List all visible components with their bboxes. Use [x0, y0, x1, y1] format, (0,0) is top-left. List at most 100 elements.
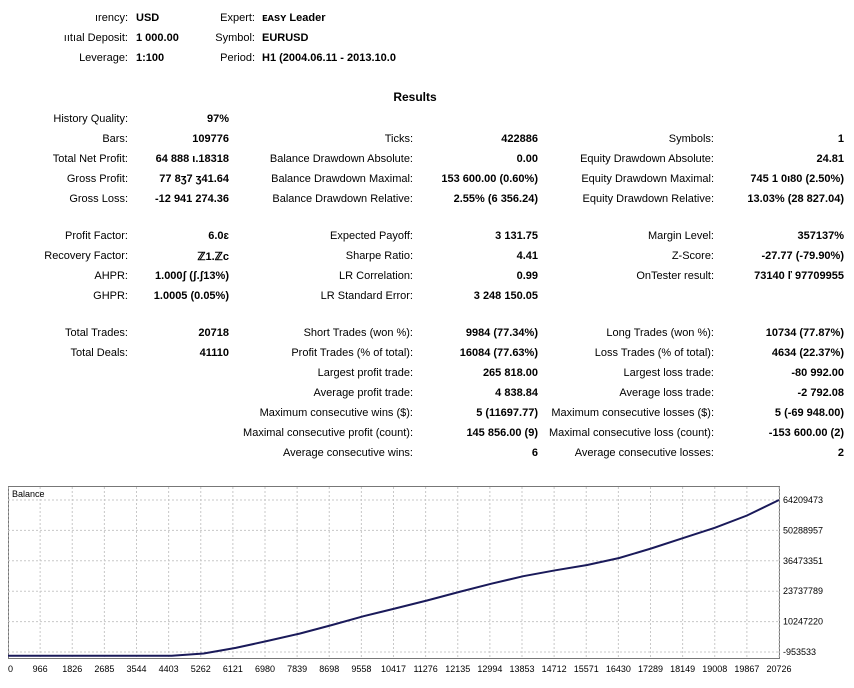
stat-value: -2 792.08 [797, 387, 844, 399]
x-tick-label: 6980 [255, 664, 275, 674]
results-table: History Quality: 97% Bars: 109776 Total … [0, 110, 854, 460]
stat-value: 422886 [501, 133, 538, 145]
symbol-value: EURUSD [262, 32, 309, 44]
x-tick-label: 6121 [223, 664, 243, 674]
balance-chart-svg: Balance 64209473 50288957 36473351 23737789… [7, 486, 823, 674]
y-tick-label: 64209473 [783, 495, 823, 505]
stat-label: Largest profit trade: [317, 367, 413, 379]
stat-value: -27.77 (-79.90%) [761, 250, 844, 262]
stat-label: Short Trades (won %): [303, 327, 413, 339]
stat-label: Sharpe Ratio: [345, 250, 413, 262]
stat-value: 265 818.00 [482, 367, 538, 379]
stat-value: 64 888 ι.18318 [155, 153, 229, 165]
currency-value: USD [136, 12, 160, 24]
x-tick-label: 10417 [381, 664, 406, 674]
period-value: H1 (2004.06.11 - 2013.10.0 [262, 52, 396, 64]
x-tick-label: 20726 [766, 664, 791, 674]
stat-value: 20718 [198, 327, 229, 339]
x-tick-label: 7839 [287, 664, 307, 674]
stat-label: Maximal consecutive loss (count): [548, 427, 714, 439]
x-tick-label: 19867 [734, 664, 759, 674]
x-axis-ticks: 0 966 1826 2685 3544 4403 5262 6121 6980 7839 8698… [8, 664, 792, 674]
stat-value: 745 1 0ı80 (2.50%) [750, 173, 844, 185]
x-tick-label: 18149 [670, 664, 695, 674]
x-tick-label: 2685 [94, 664, 114, 674]
y-tick-label: 36473351 [783, 556, 823, 566]
stat-label: Largest loss trade: [623, 367, 715, 379]
balance-series-line [8, 499, 780, 657]
stat-label: Average consecutive losses: [574, 447, 714, 459]
stat-value: 3 131.75 [495, 230, 538, 242]
stat-label: Equity Drawdown Relative: [582, 193, 714, 205]
x-tick-label: 16430 [606, 664, 631, 674]
stat-label: Balance Drawdown Absolute: [269, 153, 413, 165]
stat-label: Equity Drawdown Maximal: [581, 173, 714, 185]
stat-label: Equity Drawdown Absolute: [580, 153, 714, 165]
stat-label: Profit Trades (% of total): [291, 347, 413, 359]
y-tick-label: -953533 [783, 647, 816, 657]
stat-label: AHPR: [94, 270, 128, 282]
x-tick-label: 12135 [445, 664, 470, 674]
stat-label: Total Trades: [65, 327, 128, 339]
deposit-value: 1 000.00 [136, 32, 179, 44]
stat-value: 2 [837, 447, 844, 459]
stat-label: GHPR: [93, 290, 128, 302]
stat-label: Average consecutive wins: [282, 447, 413, 459]
stat-label: Gross Loss: [69, 193, 128, 205]
x-tick-label: 19008 [702, 664, 727, 674]
stat-value: 109776 [192, 133, 229, 145]
stat-value: 13.03% (28 827.04) [747, 193, 844, 205]
stat-value: 9984 (77.34%) [465, 327, 538, 339]
stat-label: Maximal consecutive profit (count): [243, 427, 413, 439]
grid [7, 487, 780, 658]
symbol-label: Symbol: [215, 32, 255, 44]
stat-label: Margin Level: [647, 230, 714, 242]
stat-value: 153 600.00 (0.60%) [441, 173, 538, 185]
stat-label: Maximum consecutive wins ($): [259, 407, 413, 419]
stat-value: 97% [206, 113, 229, 125]
stat-value: -80 992.00 [791, 367, 844, 379]
stat-label: OnTester result: [636, 270, 714, 282]
stat-label: Symbols: [668, 133, 714, 145]
x-tick-label: 4403 [159, 664, 179, 674]
x-tick-label: 8698 [319, 664, 339, 674]
stat-value: 16084 (77.63%) [459, 347, 538, 359]
results-title: Results [393, 90, 437, 104]
chart-title: Balance [12, 489, 45, 499]
stat-label: LR Correlation: [339, 270, 413, 282]
stat-label: Maximum consecutive losses ($): [551, 407, 714, 419]
stat-value: -153 600.00 (2) [768, 427, 844, 439]
stat-label: Total Net Profit: [52, 153, 128, 165]
stat-value: 3 248 150.05 [473, 290, 538, 302]
stat-label: Total Deals: [70, 347, 128, 359]
stat-value: 1 [837, 133, 844, 145]
y-tick-label: 50288957 [783, 525, 823, 535]
deposit-label: ııtıal Deposit: [63, 32, 128, 44]
x-tick-label: 9558 [351, 664, 371, 674]
stat-value: 5 (11697.77) [476, 407, 538, 419]
x-tick-label: 13853 [509, 664, 534, 674]
stat-value: ℤ1.ℤc [197, 251, 229, 263]
x-tick-label: 12994 [477, 664, 502, 674]
stat-label: Z-Score: [671, 250, 714, 262]
period-label: Period: [220, 52, 255, 64]
expert-value: ᴇᴀsʏ Leader [262, 12, 326, 24]
leverage-label: Leverage: [79, 52, 128, 64]
stat-label: Loss Trades (% of total): [594, 347, 714, 359]
stat-value: 0.99 [516, 270, 538, 282]
stat-value: 4.41 [516, 250, 538, 262]
x-tick-label: 1826 [62, 664, 82, 674]
x-tick-label: 966 [33, 664, 48, 674]
stat-label: Ticks: [384, 133, 413, 145]
stat-label: Balance Drawdown Relative: [272, 193, 413, 205]
stat-label: Long Trades (won %): [606, 327, 714, 339]
y-tick-label: 23737789 [783, 586, 823, 596]
x-tick-label: 11276 [413, 664, 437, 674]
stat-label: LR Standard Error: [320, 290, 413, 302]
balance-chart: Balance 64209473 50288957 36473351 23737789… [7, 486, 846, 682]
stat-label: Average profit trade: [313, 387, 413, 399]
stat-value: 1.0005 (0.05%) [153, 290, 229, 302]
stat-value: 10734 (77.87%) [765, 327, 844, 339]
stat-value: 6 [531, 447, 538, 459]
x-tick-label: 15571 [574, 664, 599, 674]
